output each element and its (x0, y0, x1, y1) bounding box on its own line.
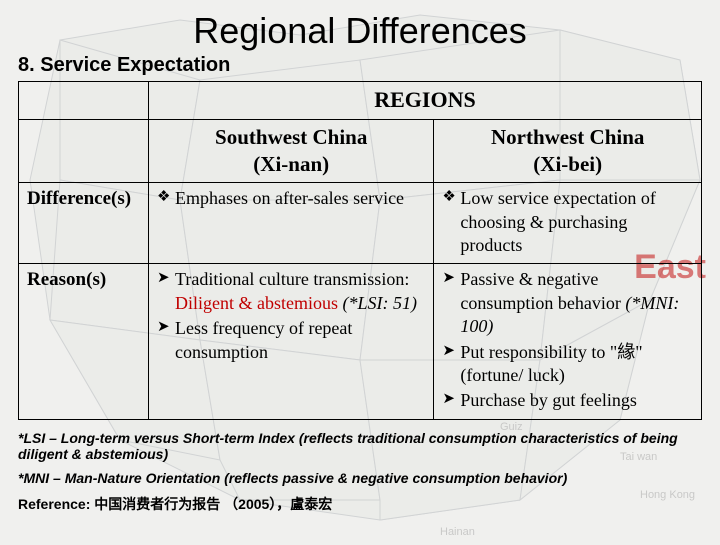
col1-sub: (Xi-nan) (253, 152, 329, 176)
diff-northwest-cell: Low service expectation of choosing & pu… (434, 183, 702, 264)
lsi-label: *LSI – (18, 430, 61, 446)
arrow-icon (157, 317, 175, 338)
svg-text:Hainan: Hainan (440, 526, 475, 538)
slide-content: Regional Differences 8. Service Expectat… (0, 0, 720, 514)
reason-sw-1a: Traditional culture transmission: (175, 269, 409, 289)
arrow-icon (442, 389, 460, 410)
col2-name: Northwest China (491, 125, 644, 149)
arrow-icon (442, 341, 460, 362)
mni-label: *MNI – (18, 470, 65, 486)
section-subtitle: 8. Service Expectation (18, 54, 702, 77)
reason-sw-1c: (*LSI: 51) (338, 293, 417, 313)
reason-southwest-cell: Traditional culture transmission: Dilige… (149, 264, 434, 419)
reason-nw-2: Put responsibility to "緣" (fortune/ luck… (460, 341, 693, 388)
empty-corner (19, 82, 149, 120)
lsi-desc: Long-term versus Short-term Index (refle… (18, 430, 678, 462)
reason-nw-1a: Passive & negative consumption behavior (460, 269, 625, 312)
diamond-icon (157, 187, 175, 208)
col1-name: Southwest China (215, 125, 367, 149)
page-title: Regional Differences (18, 10, 702, 52)
arrow-icon (157, 268, 175, 289)
reason-nw-1: Passive & negative consumption behavior … (460, 268, 693, 338)
row-reasons-label: Reason(s) (19, 264, 149, 419)
col-northwest-header: Northwest China (Xi-bei) (434, 119, 702, 183)
reason-northwest-cell: Passive & negative consumption behavior … (434, 264, 702, 419)
ref-text: 中国消费者行为报告 （2005），盧泰宏 (94, 496, 332, 512)
col-southwest-header: Southwest China (Xi-nan) (149, 119, 434, 183)
reason-nw-3: Purchase by gut feelings (460, 389, 693, 412)
footnote-mni: *MNI – Man-Nature Orientation (reflects … (18, 470, 702, 486)
footnote-lsi: *LSI – Long-term versus Short-term Index… (18, 430, 702, 462)
diff-sw-text: Emphases on after-sales service (175, 187, 425, 210)
diamond-icon (442, 187, 460, 208)
ref-label: Reference: (18, 496, 94, 512)
reason-sw-1b: Diligent & abstemious (175, 293, 338, 313)
footnote-reference: Reference: 中国消费者行为报告 （2005），盧泰宏 (18, 494, 702, 514)
comparison-table: REGIONS Southwest China (Xi-nan) Northwe… (18, 81, 702, 420)
empty-cell (19, 119, 149, 183)
reason-sw-1: Traditional culture transmission: Dilige… (175, 268, 425, 315)
regions-header: REGIONS (149, 82, 702, 120)
diff-southwest-cell: Emphases on after-sales service (149, 183, 434, 264)
col2-sub: (Xi-bei) (533, 152, 602, 176)
arrow-icon (442, 268, 460, 289)
row-differences-label: Difference(s) (19, 183, 149, 264)
footnotes: *LSI – Long-term versus Short-term Index… (18, 430, 702, 514)
mni-desc: Man-Nature Orientation (reflects passive… (65, 470, 568, 486)
reason-sw-2: Less frequency of repeat consumption (175, 317, 425, 364)
diff-nw-text: Low service expectation of choosing & pu… (460, 187, 693, 257)
